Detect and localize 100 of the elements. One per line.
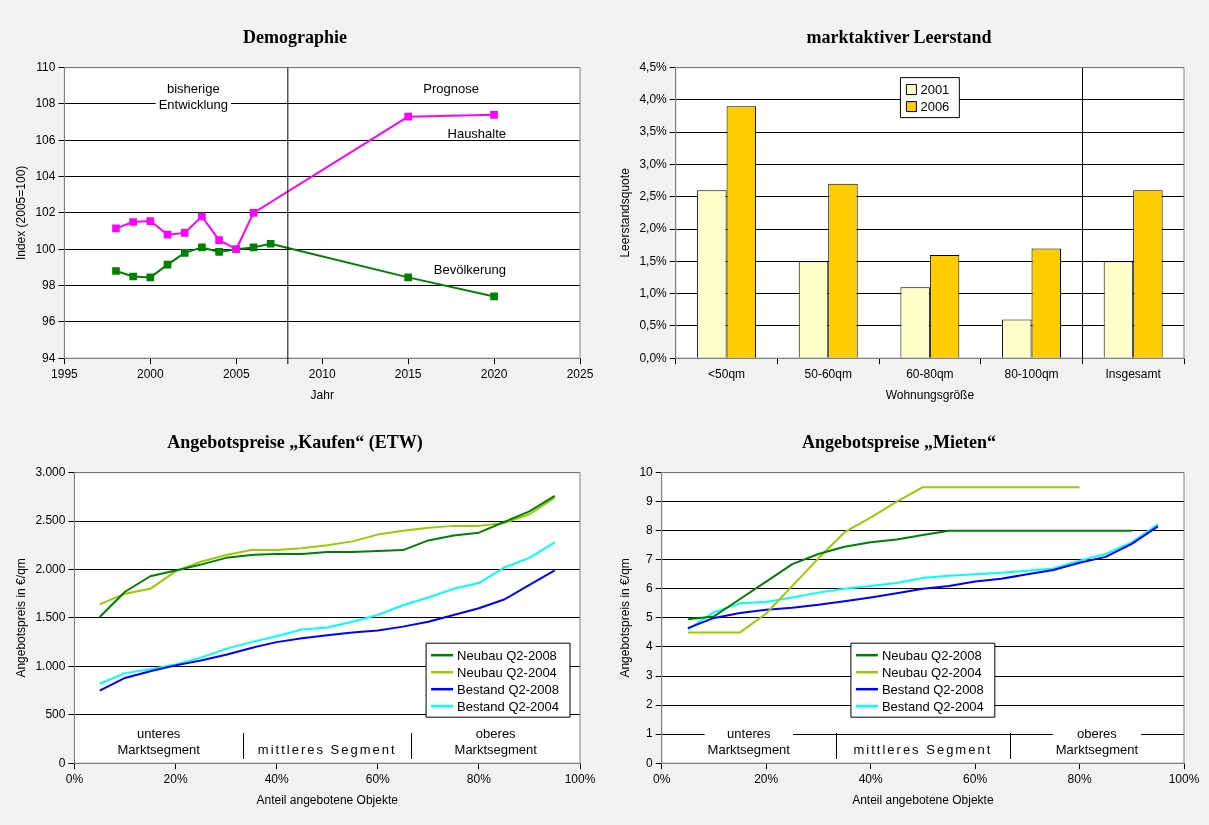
point xyxy=(249,209,258,217)
point xyxy=(180,229,189,237)
y-axis-title: Leerstandsquote xyxy=(617,167,632,258)
x-tick-label: <50qm xyxy=(708,366,746,381)
y-axis-title: Index (2005=100) xyxy=(13,165,28,261)
y-tick-label: 94 xyxy=(42,350,56,365)
x-tick-label: 20% xyxy=(163,771,188,786)
x-tick-label: 100% xyxy=(564,771,596,786)
y-tick-label: 2.500 xyxy=(35,513,66,528)
x-axis-title: Wohnungsgröße xyxy=(885,388,975,403)
x-tick-label: 50-60qm xyxy=(804,366,852,381)
legend-label: Bestand Q2-2008 xyxy=(881,681,984,697)
series-label: Haushalte xyxy=(447,126,507,142)
y-tick-label: 100 xyxy=(35,241,56,256)
point xyxy=(404,112,412,121)
annotation: unteres Marktsegment xyxy=(707,725,791,757)
x-axis-title: Jahr xyxy=(310,388,334,403)
point xyxy=(266,239,275,248)
x-axis-title: Anteil angebotene Objekte xyxy=(852,793,994,808)
x-tick-label: 0% xyxy=(65,771,84,786)
y-tick-label: 0 xyxy=(58,755,66,770)
y-tick-label: 2,0% xyxy=(639,221,668,236)
y-tick-label: 110 xyxy=(36,59,56,74)
y-tick-label: 1,0% xyxy=(639,285,668,300)
y-axis-title: Angebotspreis in €/qm xyxy=(13,558,28,678)
x-tick-label: 2025 xyxy=(566,366,594,381)
x-axis-title: Anteil angebotene Objekte xyxy=(256,793,399,808)
y-tick-label: 3,5% xyxy=(639,124,668,139)
y-tick-label: 106 xyxy=(35,132,56,147)
x-tick-label: 100% xyxy=(1168,771,1200,786)
y-tick-label: 9 xyxy=(646,493,654,508)
chart-title: Demographie xyxy=(243,27,347,48)
y-tick-label: 102 xyxy=(35,205,56,220)
legend-label: Neubau Q2-2004 xyxy=(457,664,557,680)
point xyxy=(180,249,189,257)
x-tick-label: 20% xyxy=(754,771,779,786)
y-tick-label: 7 xyxy=(646,552,654,567)
annotation: oberes Marktsegment xyxy=(454,725,538,757)
y-tick-label: 6 xyxy=(646,581,654,596)
x-tick-label: 2005 xyxy=(222,366,250,381)
point xyxy=(163,230,172,239)
y-tick-label: 4,0% xyxy=(639,92,668,107)
legend-label: Bestand Q2-2008 xyxy=(457,681,559,697)
y-tick-label: 1,5% xyxy=(639,253,668,268)
y-tick-label: 104 xyxy=(35,168,56,183)
chart-title: marktaktiver Leerstand xyxy=(806,27,992,48)
y-tick-label: 98 xyxy=(42,277,56,292)
y-axis-title: Angebotspreis in €/qm xyxy=(617,558,632,678)
x-tick-label: 1995 xyxy=(51,366,79,381)
chart-title: Angebotspreise „Kaufen“ (ETW) xyxy=(167,432,423,454)
point xyxy=(490,292,498,301)
y-tick-label: 5 xyxy=(646,610,654,625)
x-tick-label: 60-80qm xyxy=(906,366,954,381)
x-tick-label: 60% xyxy=(963,771,988,786)
point xyxy=(129,218,137,226)
y-tick-label: 96 xyxy=(42,314,56,329)
x-tick-label: 2000 xyxy=(137,366,165,381)
y-tick-label: 4,5% xyxy=(639,59,668,74)
x-tick-label: 0% xyxy=(653,771,671,786)
y-tick-label: 0,0% xyxy=(639,350,668,365)
legend-label: Neubau Q2-2008 xyxy=(457,647,557,663)
y-tick-label: 2,5% xyxy=(639,189,668,204)
legend-label: Bestand Q2-2004 xyxy=(881,698,984,714)
x-tick-label: Insgesamt xyxy=(1105,366,1162,381)
x-tick-label: 2015 xyxy=(394,366,422,381)
annotation: mittleres Segment xyxy=(853,741,993,757)
legend-label: 2006 xyxy=(920,99,950,115)
legend-label: Bestand Q2-2004 xyxy=(457,698,559,714)
point xyxy=(490,110,498,119)
x-tick-label: 40% xyxy=(858,771,883,786)
x-tick-label: 60% xyxy=(365,771,391,786)
y-tick-label: 2 xyxy=(646,697,654,712)
x-tick-label: 40% xyxy=(264,771,289,786)
x-tick-label: 2020 xyxy=(480,366,508,381)
y-tick-label: 0 xyxy=(646,755,654,770)
y-tick-label: 1.000 xyxy=(35,658,66,673)
y-tick-label: 1.500 xyxy=(35,610,66,625)
legend-label: Neubau Q2-2008 xyxy=(881,647,982,663)
y-tick-label: 8 xyxy=(646,523,654,538)
point xyxy=(404,273,412,282)
y-tick-label: 500 xyxy=(45,707,66,722)
point xyxy=(198,212,206,221)
annotation: bisherige Entwicklung xyxy=(158,81,228,113)
y-tick-label: 0,5% xyxy=(639,318,668,333)
y-tick-label: 3,0% xyxy=(639,156,668,171)
legend-label: Neubau Q2-2004 xyxy=(881,664,982,680)
annotation: unteres Marktsegment xyxy=(117,725,201,757)
point xyxy=(198,243,206,252)
point xyxy=(129,272,137,281)
point xyxy=(215,236,223,244)
point xyxy=(112,267,120,275)
x-tick-label: 80% xyxy=(1067,771,1092,786)
x-tick-label: 80-100qm xyxy=(1004,366,1059,381)
annotation: mittleres Segment xyxy=(257,741,397,757)
legend-label: 2001 xyxy=(920,82,950,98)
y-tick-label: 3.000 xyxy=(35,464,66,479)
y-tick-label: 108 xyxy=(35,96,56,111)
y-tick-label: 3 xyxy=(646,668,654,683)
point xyxy=(146,217,155,225)
series-label: Bevölkerung xyxy=(433,262,507,278)
